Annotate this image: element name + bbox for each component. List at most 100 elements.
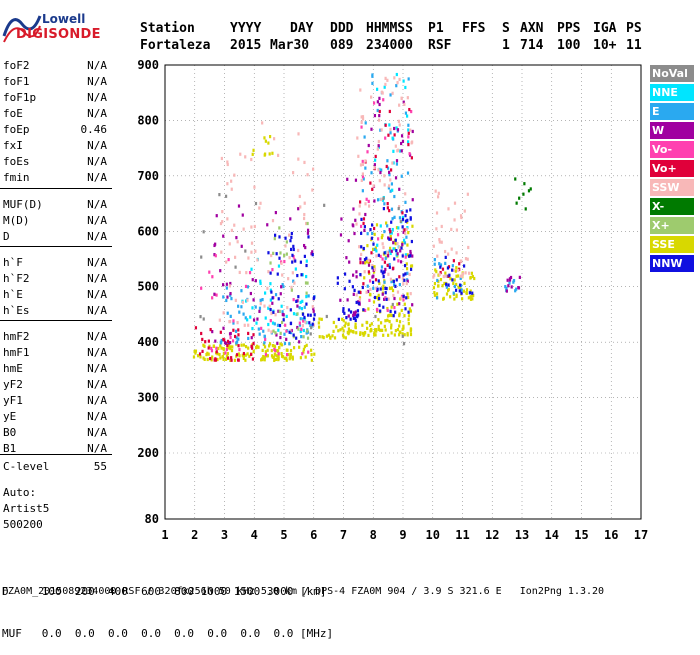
data-point-sse xyxy=(276,350,280,354)
data-point-sse xyxy=(216,357,219,362)
data-point-nnw xyxy=(363,225,366,229)
auto-scaling-text: Artist5 xyxy=(3,502,50,515)
data-point-vo xyxy=(376,308,379,312)
data-point-sse xyxy=(383,324,386,328)
data-point-sse xyxy=(310,348,313,352)
data-point-vo xyxy=(204,340,207,344)
data-point-vo xyxy=(227,356,230,360)
data-point-w xyxy=(347,239,350,243)
data-point-sse xyxy=(455,282,458,287)
data-point-w xyxy=(402,230,405,234)
data-point-sse xyxy=(289,356,292,360)
data-point-vo xyxy=(362,221,365,226)
data-point-nnw xyxy=(336,281,339,285)
data-point-w xyxy=(409,252,412,256)
data-point-e xyxy=(373,247,376,252)
data-point-nnw xyxy=(349,317,352,321)
data-point-x xyxy=(524,207,527,211)
data-point-sse xyxy=(193,349,196,354)
data-point-e xyxy=(379,128,382,132)
data-point-vo xyxy=(208,270,211,274)
data-point-ssw xyxy=(372,184,375,188)
data-point-w xyxy=(339,233,343,237)
data-point-nne xyxy=(250,267,253,271)
data-point-noval xyxy=(399,219,402,224)
data-point-nnw xyxy=(299,260,302,264)
data-point-ssw xyxy=(453,218,456,222)
data-point-ssw xyxy=(459,214,463,218)
data-point-vo xyxy=(367,199,370,204)
data-point-nnw xyxy=(371,266,374,270)
data-point-w xyxy=(254,279,257,283)
data-point-noval xyxy=(202,230,205,234)
data-point-vo xyxy=(378,109,381,114)
data-point-vo xyxy=(384,123,387,127)
data-point-nnw xyxy=(404,214,407,218)
x-tick-label: 10 xyxy=(426,528,440,542)
data-point-vo xyxy=(372,101,376,105)
data-point-e xyxy=(240,305,243,309)
data-point-nnw xyxy=(382,305,385,309)
data-point-vo xyxy=(250,344,253,348)
data-point-nne xyxy=(264,316,267,320)
data-point-e xyxy=(237,304,240,308)
data-point-vo xyxy=(368,279,372,283)
data-point-vo xyxy=(242,351,246,356)
data-point-ssw xyxy=(375,254,378,258)
data-point-nne xyxy=(303,317,306,321)
data-point-vo xyxy=(381,257,384,261)
data-point-sse xyxy=(469,276,472,280)
data-point-w xyxy=(222,234,225,238)
data-point-nnw xyxy=(294,259,297,263)
data-point-nnw xyxy=(277,297,280,301)
file-footer: FZA0M_2015089234000.RSF / 320fx256h 50 k… xyxy=(2,586,605,597)
data-point-sse xyxy=(395,318,398,323)
x-tick-label: 7 xyxy=(340,528,347,542)
data-point-ssw xyxy=(398,77,401,82)
data-point-vo xyxy=(232,328,235,332)
data-point-ssw xyxy=(435,227,438,231)
separator-line xyxy=(0,454,112,455)
data-point-sse xyxy=(332,320,335,325)
data-point-w xyxy=(355,275,358,279)
data-point-vo xyxy=(368,259,372,263)
data-point-nnw xyxy=(402,294,405,298)
data-point-x xyxy=(527,189,531,193)
data-point-sse xyxy=(398,312,401,316)
data-point-vo xyxy=(284,323,287,327)
param-value: N/A xyxy=(87,230,107,243)
data-point-noval xyxy=(309,332,312,336)
data-point-sse xyxy=(332,329,335,334)
data-point-sse xyxy=(251,152,254,156)
data-point-sse xyxy=(373,333,376,337)
data-point-vo xyxy=(360,125,363,129)
data-point-sse xyxy=(264,152,267,156)
data-point-nnw xyxy=(311,253,314,257)
data-point-e xyxy=(309,323,312,328)
data-point-sse xyxy=(276,354,279,358)
data-point-ssw xyxy=(218,318,221,322)
data-point-w xyxy=(507,284,510,288)
data-point-e xyxy=(406,271,409,275)
data-point-nnw xyxy=(384,291,387,295)
data-point-ssw xyxy=(250,241,254,245)
data-point-nnw xyxy=(448,273,451,277)
legend-item: Vo- xyxy=(650,141,694,158)
data-point-w xyxy=(383,297,386,301)
data-point-ssw xyxy=(239,152,242,156)
data-point-vo xyxy=(385,164,388,169)
data-point-nne xyxy=(302,328,305,333)
data-point-vo xyxy=(215,350,218,354)
data-point-sse xyxy=(457,285,460,289)
data-point-sse xyxy=(342,319,345,323)
data-point-sse xyxy=(287,353,290,357)
x-tick-label: 13 xyxy=(515,528,529,542)
data-point-x xyxy=(272,251,275,255)
data-point-vo xyxy=(292,298,295,302)
data-point-ssw xyxy=(270,311,273,316)
data-point-ssw xyxy=(273,137,276,141)
param-row: foE N/A xyxy=(3,106,107,121)
data-point-w xyxy=(348,260,351,264)
data-point-nne xyxy=(269,288,272,292)
data-point-e xyxy=(229,314,232,318)
